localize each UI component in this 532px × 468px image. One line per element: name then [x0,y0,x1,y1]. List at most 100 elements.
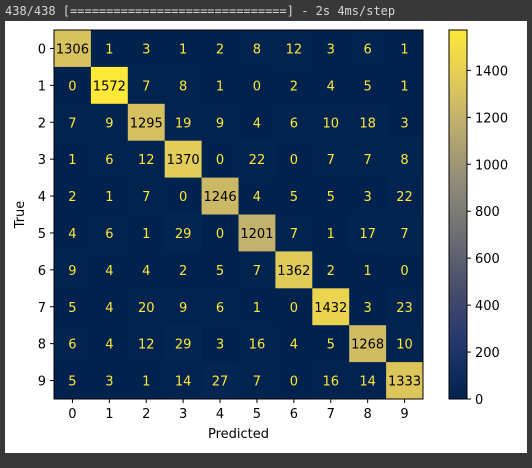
cell-value-r7-c1: 4 [105,301,113,316]
cell-value-r4-c2: 7 [142,190,150,205]
cell-r5-c6 [275,214,313,252]
cell-value-r1-c7: 4 [327,79,335,94]
cell-value-r6-c4: 5 [216,264,224,279]
cell-value-r5-c3: 29 [175,227,192,242]
cell-r4-c9 [386,177,424,215]
cell-r0-c3 [164,30,202,68]
cell-value-r7-c9: 23 [396,301,413,316]
cell-r4-c8 [349,177,387,215]
cell-r0-c1 [90,30,129,68]
cell-r9-c1 [90,362,129,400]
cell-value-r9-c5: 7 [253,375,261,390]
x-axis-title: Predicted [208,427,269,442]
cell-r8-c3 [164,325,202,363]
cell-r6-c2 [127,251,166,289]
cell-value-r0-c3: 1 [179,42,187,57]
cell-value-r3-c9: 8 [400,153,408,168]
cell-value-r7-c8: 3 [364,301,372,316]
cell-value-r1-c1: 1572 [93,79,126,94]
cell-value-r8-c7: 5 [327,338,335,353]
cell-r2-c8 [349,103,387,142]
cell-value-r9-c1: 3 [105,375,113,390]
cell-r4-c0 [54,177,92,215]
cell-value-r5-c4: 0 [216,227,224,242]
y-axis-title: True [13,201,28,230]
cell-r9-c4 [201,362,239,400]
y-tick-label-1: 1 [38,79,46,94]
cell-r9-c2 [127,362,166,400]
cell-value-r9-c9: 1333 [388,375,421,390]
cell-value-r9-c4: 27 [212,375,229,390]
cell-r2-c1 [90,103,129,142]
cell-r2-c7 [312,103,350,142]
cell-r0-c5 [238,30,276,68]
cell-r4-c7 [312,177,350,215]
cell-r6-c9 [386,251,424,289]
console-progress-line: 438/438 [==============================]… [5,4,396,18]
cell-value-r0-c8: 6 [364,42,372,57]
cell-r4-c3 [164,177,202,215]
cell-value-r1-c2: 7 [142,79,150,94]
cell-r5-c1 [90,214,129,252]
cell-r8-c2 [127,325,166,363]
cell-r7-c6 [275,288,313,326]
cell-r6-c8 [349,251,387,289]
y-tick-label-0: 0 [38,42,46,57]
cell-value-r4-c6: 5 [290,190,298,205]
cell-r7-c8 [349,288,387,326]
cell-r3-c5 [238,140,276,178]
cell-r2-c5 [238,103,276,142]
cell-value-r5-c2: 1 [142,227,150,242]
cell-value-r9-c7: 16 [322,375,339,390]
x-tick-label-6: 6 [290,407,298,422]
cell-value-r8-c4: 3 [216,338,224,353]
cell-value-r3-c0: 1 [68,153,76,168]
x-tick-label-1: 1 [105,407,113,422]
cell-value-r6-c1: 4 [105,264,113,279]
cell-value-r6-c7: 2 [327,264,335,279]
cell-value-r0-c2: 3 [142,42,150,57]
cell-value-r4-c7: 5 [327,190,335,205]
cell-r3-c1 [90,140,129,178]
cell-value-r8-c0: 6 [68,338,76,353]
cell-value-r4-c1: 1 [105,190,113,205]
y-tick-label-8: 8 [38,338,46,353]
cell-value-r3-c1: 6 [105,153,113,168]
x-tick-label-2: 2 [142,407,150,422]
cell-r6-c4 [201,251,239,289]
cell-r2-c2 [127,103,166,142]
cell-r9-c8 [349,362,387,400]
cell-value-r3-c5: 22 [249,153,266,168]
colorbar-tick-label-1200: 1200 [475,111,508,126]
cell-r1-c7 [312,66,350,105]
cell-value-r0-c0: 1306 [56,42,89,57]
cell-r8-c1 [90,325,129,363]
cell-value-r0-c9: 1 [400,42,408,57]
cell-r5-c8 [349,214,387,252]
cell-value-r2-c8: 18 [359,116,376,131]
cell-value-r1-c3: 8 [179,79,187,94]
confusion-matrix-figure: 1306 1 3 1 2 8 12 3 6 1 0 1572 7 8 1 0 2 4 5 1 7 9 1295 19 9 4 6 10… [5,21,527,453]
cell-r0-c4 [201,30,239,68]
cell-value-r5-c0: 4 [68,227,76,242]
colorbar-tick-label-400: 400 [475,299,500,314]
cell-value-r1-c8: 5 [364,79,372,94]
colorbar-tick-label-600: 600 [475,252,500,267]
colorbar-tick-label-1400: 1400 [475,64,508,79]
cell-value-r2-c6: 6 [290,116,298,131]
y-tick-label-2: 2 [38,116,46,131]
cell-value-r9-c0: 5 [68,375,76,390]
cell-value-r2-c0: 7 [68,116,76,131]
cell-value-r9-c3: 14 [175,375,192,390]
cell-r9-c9 [386,362,424,400]
x-tick-label-5: 5 [253,407,261,422]
cell-r9-c6 [275,362,313,400]
cell-value-r7-c2: 20 [138,301,155,316]
cell-r5-c5 [238,214,276,252]
x-tick-label-9: 9 [400,407,408,422]
cell-value-r5-c1: 6 [105,227,113,242]
cell-value-r2-c2: 1295 [130,116,163,131]
cell-value-r6-c9: 0 [400,264,408,279]
cell-value-r6-c5: 7 [253,264,261,279]
cell-value-r1-c4: 1 [216,79,224,94]
